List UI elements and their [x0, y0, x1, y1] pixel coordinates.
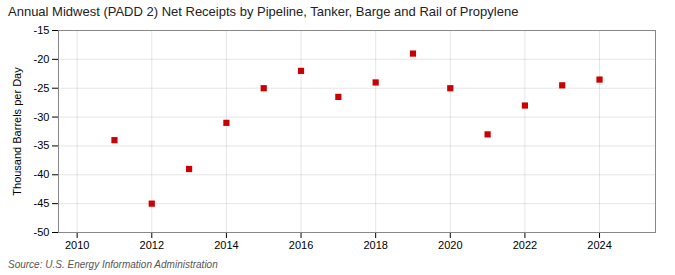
svg-text:-35: -35 [34, 139, 50, 151]
svg-text:2012: 2012 [140, 239, 164, 251]
svg-text:-20: -20 [34, 53, 50, 65]
svg-text:-40: -40 [34, 168, 50, 180]
svg-text:-25: -25 [34, 82, 50, 94]
svg-text:-15: -15 [34, 24, 50, 36]
html-text:Annual Midwest (PADD 2) Net Re: Annual Midwest (PADD 2) Net Receipts by … [8, 4, 519, 19]
svg-text:2016: 2016 [289, 239, 313, 251]
svg-text:2020: 2020 [438, 239, 462, 251]
svg-text:2024: 2024 [587, 239, 611, 251]
svg-text:2022: 2022 [513, 239, 537, 251]
svg-text:-30: -30 [34, 111, 50, 123]
svg-text:2014: 2014 [214, 239, 238, 251]
html-text:Source: U.S. Energy Informatio: Source: U.S. Energy Information Administ… [8, 259, 218, 270]
svg-text:-45: -45 [34, 197, 50, 209]
svg-text:2018: 2018 [363, 239, 387, 251]
svg-text:Thousand Barrels per Day: Thousand Barrels per Day [11, 67, 23, 196]
svg-text:2010: 2010 [65, 239, 89, 251]
svg-text:-50: -50 [34, 226, 50, 238]
